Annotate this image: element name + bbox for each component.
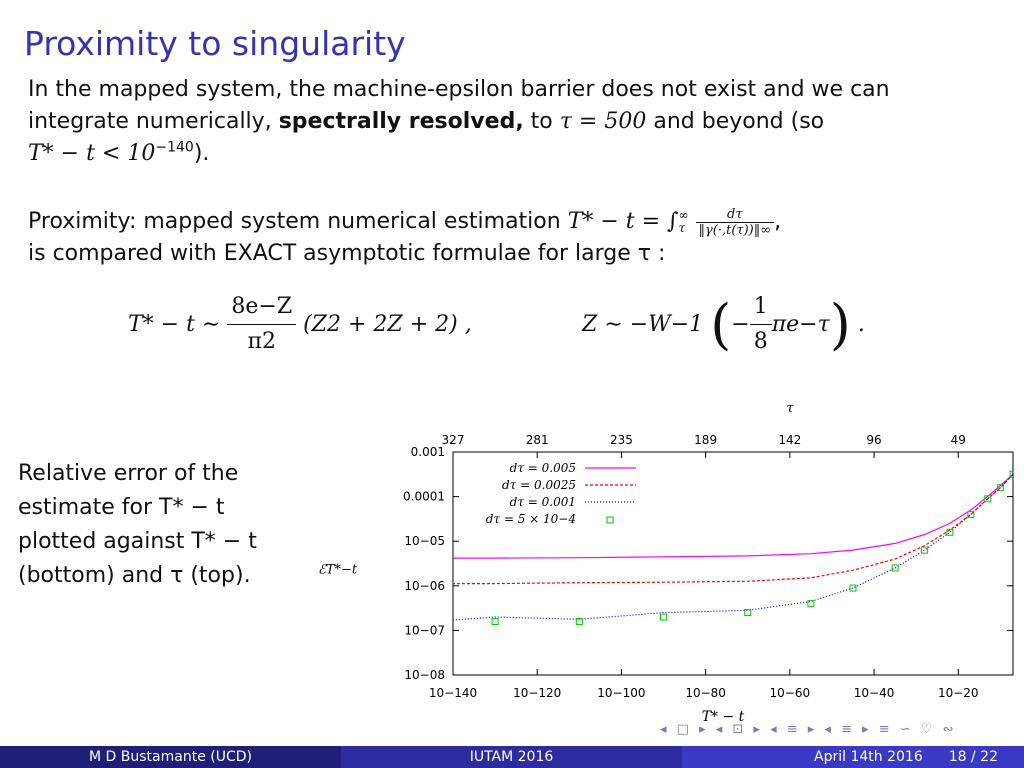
relative-error-chart: 0.001 0.0001 10−05 10−06 10−07 10−08 10−140 10−… [318,401,1014,725]
x-tick-label: 10−140 [429,686,477,700]
intro-end: ). [193,141,210,166]
integrand-fraction: dτ ‖γ(·,t(τ))‖∞ [695,207,775,238]
chart-caption: Relative error of the estimate for T* − … [18,457,318,593]
top-tick-label: 235 [610,433,633,447]
proximity-comma: , [774,209,782,234]
intro-line-2: integrate numerically, spectrally resolv… [28,106,988,138]
caption-line-3: plotted against T* − t [18,529,257,554]
series-point [891,564,899,572]
x-tick-label: 10−20 [938,686,979,700]
series-point [807,600,815,608]
series-point [660,613,668,621]
exp-140: −140 [155,139,194,156]
equation-right: Z ∼ −W−1 (− 1 8 πe−τ) . [582,290,865,370]
right-paren: ) [829,293,851,356]
top-tick-label: 189 [694,433,717,447]
legend-marker [606,516,614,524]
footer-page: 18 / 22 [948,749,998,765]
paragraph-proximity: Proximity: mapped system numerical estim… [28,206,988,270]
top-tick-label: 142 [778,433,801,447]
paragraph-intro: In the mapped system, the machine-epsilo… [28,74,988,170]
series-point [744,609,752,617]
t-star-math: T* − t < 10 [28,141,156,166]
y-tick-label: 0.001 [411,445,445,459]
legend-label: dτ = 5 × 10−4 [486,512,576,526]
caption-line-4: (bottom) and τ (top). [18,563,251,588]
y-tick-label: 10−07 [404,623,445,637]
intro-line-1: In the mapped system, the machine-epsilo… [28,77,890,102]
footer-bar: M D Bustamante (UCD) IUTAM 2016 April 14… [0,746,1024,768]
top-tick-label: 96 [866,433,881,447]
proximity-line-1: Proximity: mapped system numerical estim… [28,206,988,238]
series-point [1009,470,1013,478]
bottom-axis-label: T* − t [702,709,745,725]
legend-label: dτ = 0.001 [510,495,576,509]
eq-left-lhs: T* − t ∼ [128,312,221,337]
intro-bold: spectrally resolved, [278,109,524,134]
int-upper: ∞ [678,208,689,222]
proximity-line-2: is compared with EXACT asymptotic formul… [28,241,666,266]
series-point [921,546,929,554]
y-axis-label: ℰT*−t [318,563,358,578]
series-point [849,584,857,592]
series-point [946,528,954,536]
intro-line-3: T* − t < 10−140). [28,138,988,170]
frac-den: ‖γ(·,t(τ))‖∞ [698,222,772,238]
eq-right-den: 8 [753,329,768,354]
x-tick-label: 10−60 [770,686,811,700]
asymptotic-equation: T* − t ∼ 8e−Z π2 (Z2 + 2Z + 2) , Z ∼ −W−1… [0,290,1024,370]
eq-left-den: π2 [247,329,276,354]
x-tick-label: 10−40 [854,686,895,700]
y-tick-label: 0.0001 [403,490,445,504]
int-lower: τ [678,221,686,235]
x-tick-label: 10−80 [685,686,726,700]
series-point [967,510,975,518]
footer-date: April 14th 2016 [814,749,923,765]
footer-right: April 14th 2016 18 / 22 [682,746,1024,768]
top-tick-label: 281 [526,433,549,447]
top-tick-label: 49 [951,433,966,447]
slide-title: Proximity to singularity [24,24,406,63]
caption-line-2: estimate for T* − t [18,495,225,520]
legend-label: dτ = 0.0025 [502,478,576,492]
eq-right-num: 1 [749,290,772,325]
equation-left: T* − t ∼ 8e−Z π2 (Z2 + 2Z + 2) , [128,290,472,370]
proximity-text: Proximity: mapped system numerical estim… [28,209,568,234]
series-point [491,617,499,625]
caption-line-1: Relative error of the [18,461,239,486]
intro-text-2: to [523,109,560,134]
y-tick-label: 10−08 [404,668,445,682]
series-line [453,473,1013,621]
footer-author: M D Bustamante (UCD) [0,746,341,768]
x-tick-label: 10−100 [597,686,645,700]
y-tick-label: 10−06 [404,579,445,593]
plot-frame [452,451,1014,676]
y-tick-label: 10−05 [404,534,445,548]
beamer-nav-symbols[interactable]: ◂ □ ▸ ◂ ⊡ ▸ ◂ ≡ ▸ ◂ ≡ ▸ ≡ ∽ ♡ ∾ [660,722,957,737]
eq-left-num: 8e−Z [227,290,297,325]
x-tick-label: 10−120 [513,686,561,700]
series-point [984,495,992,503]
eq-left-fraction: 8e−Z π2 [227,290,297,359]
eq-right-lhs: Z ∼ −W−1 [582,312,704,337]
top-tick-label: 327 [442,433,465,447]
eq-right-end: . [857,312,865,337]
integral-limits: ∞ τ [679,209,689,235]
left-paren: ( [710,293,732,356]
tau-500-math: τ = 500 [559,109,647,134]
eq-right-post: πe−τ [771,312,830,337]
eq-right-minus: − [731,312,750,337]
footer-event: IUTAM 2016 [341,746,682,768]
intro-text-3: and beyond (so [646,109,825,134]
frac-num: dτ [695,207,775,223]
top-axis-label: τ [786,401,794,416]
integral-math: T* − t = ∫ [567,209,679,234]
series-point [575,617,583,625]
series-point [996,484,1004,492]
eq-left-tail: (Z2 + 2Z + 2) , [303,312,472,337]
legend-label: dτ = 0.005 [510,461,576,475]
intro-text: integrate numerically, [28,109,279,134]
